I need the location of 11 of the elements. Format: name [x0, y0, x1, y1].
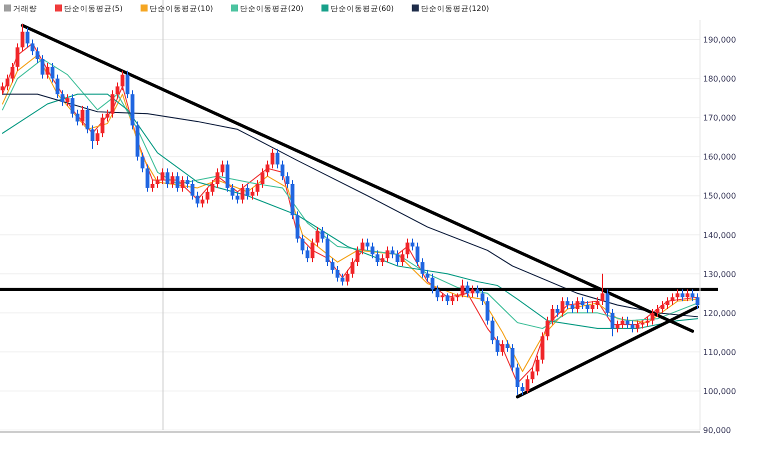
y-tick-label: 90,000	[703, 426, 731, 435]
y-tick-label: 160,000	[703, 152, 736, 162]
y-tick-label: 170,000	[703, 114, 736, 123]
y-tick-label: 190,000	[703, 36, 736, 45]
y-tick-label: 140,000	[703, 230, 736, 240]
y-tick-label: 100,000	[703, 386, 736, 396]
y-tick-label: 150,000	[703, 192, 736, 201]
y-tick-label: 110,000	[703, 348, 736, 357]
y-tick-label: 120,000	[703, 308, 736, 318]
y-tick-label: 130,000	[703, 270, 736, 279]
y-tick-label: 180,000	[703, 74, 736, 84]
